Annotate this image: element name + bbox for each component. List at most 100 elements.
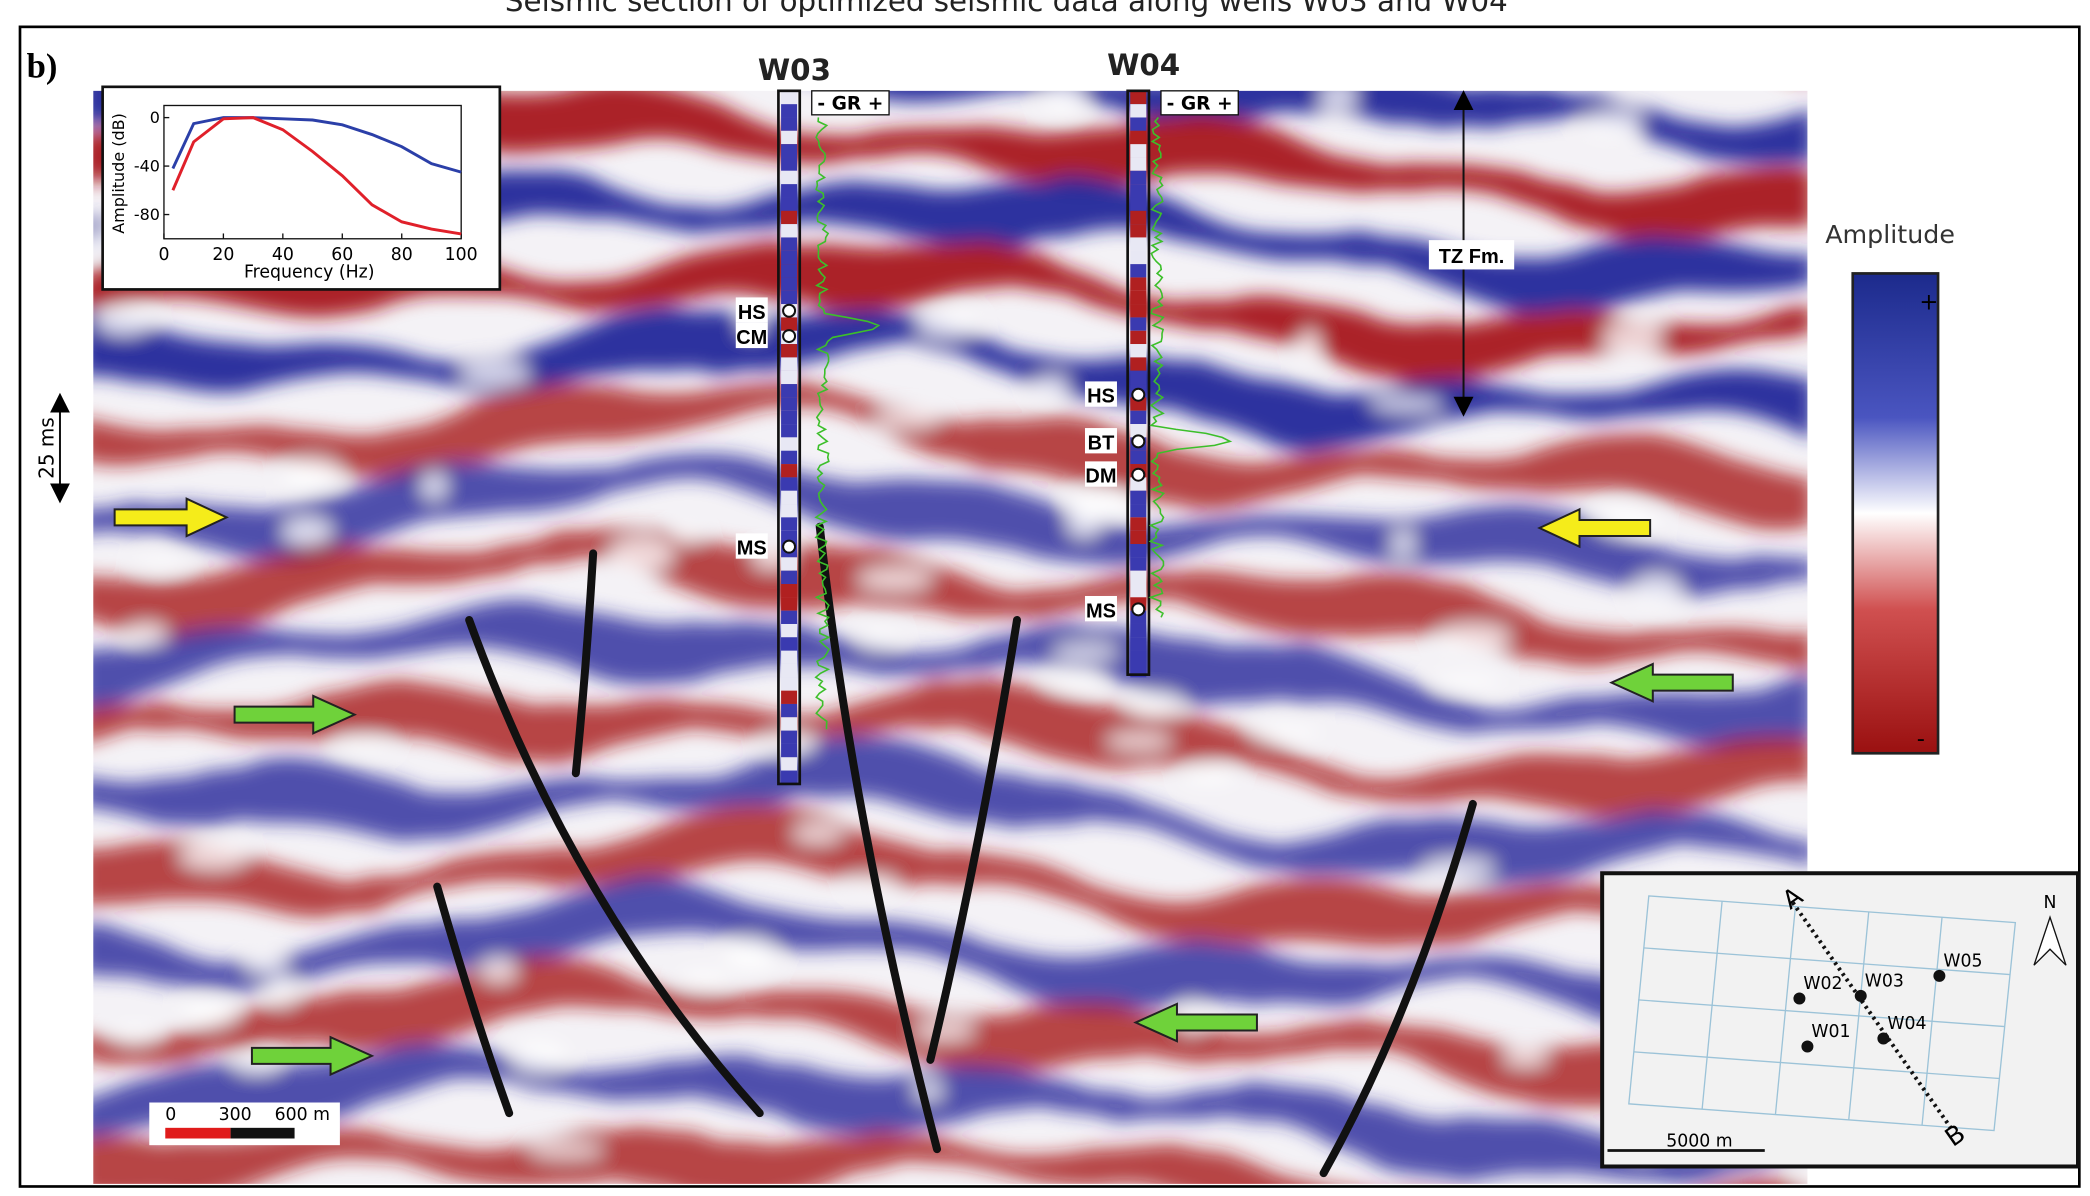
well-log-cell	[1130, 197, 1147, 211]
well-log-cell	[1130, 637, 1147, 651]
well-log-cell	[1130, 277, 1147, 291]
colorbar-max: +	[1919, 289, 1938, 315]
well-log-cell	[781, 250, 798, 265]
seismic-spot	[876, 410, 940, 427]
seismic-spot	[1391, 531, 1415, 555]
seismic-band	[93, 454, 1808, 597]
well-log-cell	[1130, 344, 1147, 358]
seismic-spot	[1503, 1049, 1548, 1066]
marker-dot	[1131, 434, 1146, 449]
seismic-spot	[1182, 766, 1236, 784]
map-scale-label: 5000 m	[1666, 1131, 1732, 1151]
well-log-cell	[781, 490, 798, 505]
seismic-spot	[1601, 322, 1664, 352]
scale-label: 0	[165, 1105, 176, 1125]
well-log-cell	[1130, 490, 1147, 505]
seismic-spot	[725, 938, 778, 971]
well-log-cell	[1130, 224, 1147, 238]
well-log-cell	[1130, 317, 1147, 331]
marker-label-box	[735, 322, 768, 349]
marker-label: MS	[1086, 600, 1116, 622]
seismic-band	[93, 735, 1808, 885]
well-log-cell	[781, 237, 798, 251]
well-log-cell	[781, 144, 798, 158]
well-log-cell	[1130, 530, 1147, 545]
seismic-spot	[336, 737, 392, 749]
x-tick-label: 20	[212, 245, 234, 265]
map-well	[1933, 969, 1946, 982]
marker-label: BT	[1088, 432, 1115, 454]
seismic-spot	[858, 568, 932, 589]
well-log-cell	[781, 210, 798, 225]
map-well	[1793, 992, 1806, 1005]
seismic-spot	[793, 824, 842, 843]
marker-label-box	[735, 297, 768, 323]
seismic-spot	[283, 517, 332, 545]
marker-dot	[1131, 387, 1146, 402]
map-well	[1854, 989, 1867, 1002]
well-log-cell	[1130, 370, 1147, 385]
well-log-cell	[781, 677, 798, 691]
gr-label: - GR +	[1167, 93, 1233, 114]
spectrum-xlabel: Frequency (Hz)	[244, 262, 375, 282]
well-log-cell	[1130, 90, 1147, 105]
seismic-band	[93, 166, 1808, 314]
well-log-cell	[1130, 330, 1147, 345]
well-log-cell	[1130, 304, 1147, 318]
well-log-cell	[781, 623, 798, 638]
scale-bar-red	[165, 1127, 231, 1139]
well-log-cell	[781, 770, 798, 784]
marker-label-box	[1084, 461, 1117, 487]
well-log-cell	[781, 637, 798, 651]
north-arrow	[2033, 915, 2067, 966]
well-log-cell	[781, 450, 798, 465]
x-tick-label: 40	[272, 245, 294, 265]
well-log-cell	[781, 90, 798, 105]
well-column	[777, 89, 802, 786]
seismic-spot	[1436, 624, 1511, 650]
marker-dot	[1131, 602, 1146, 617]
gr-label-box	[811, 90, 890, 116]
well-log-cell	[781, 317, 798, 331]
well-log-cell	[781, 224, 798, 238]
gr-label-box	[1160, 90, 1239, 116]
well-log-cell	[781, 344, 798, 358]
well-log-cell	[781, 437, 798, 451]
time-scale-label: 25 ms	[34, 417, 58, 479]
seismic-spot	[1041, 90, 1087, 113]
map-well	[1877, 1032, 1890, 1045]
marker-label: MS	[737, 538, 767, 560]
colorbar-min: -	[1917, 727, 1925, 753]
well-log-cell	[781, 370, 798, 385]
seismic-spot	[1796, 1170, 1808, 1184]
gr-curve	[814, 117, 881, 730]
well-log-cell	[781, 570, 798, 585]
seismic-spot	[1053, 644, 1118, 659]
y-tick-label: 0	[150, 108, 160, 127]
well-log-cell	[1130, 450, 1147, 465]
well-log-cell	[781, 557, 798, 571]
x-tick-label: 80	[391, 245, 413, 265]
seismic-spot	[858, 630, 899, 649]
panel-label: b)	[27, 47, 58, 85]
well-log-cell	[781, 584, 798, 598]
well-log-cell	[1130, 397, 1147, 411]
formation-label: TZ Fm.	[1439, 246, 1505, 268]
well-log-cell	[781, 703, 798, 718]
seismic-bands	[93, 90, 1808, 1184]
well-log-cell	[781, 690, 798, 704]
marker-label: HS	[1087, 386, 1115, 408]
well-log-cell	[781, 464, 798, 478]
well-log-cell	[1130, 237, 1147, 251]
seismic-spot	[1067, 509, 1100, 537]
map-well-label: W04	[1887, 1014, 1926, 1034]
well-log-cell	[781, 130, 798, 145]
scale-bar-black	[230, 1127, 295, 1139]
marker-label: DM	[1085, 466, 1116, 488]
well-log-cell	[781, 117, 798, 131]
x-tick-label: 100	[445, 245, 478, 265]
well-log-cell	[781, 717, 798, 731]
marker-label-box	[1084, 596, 1117, 622]
